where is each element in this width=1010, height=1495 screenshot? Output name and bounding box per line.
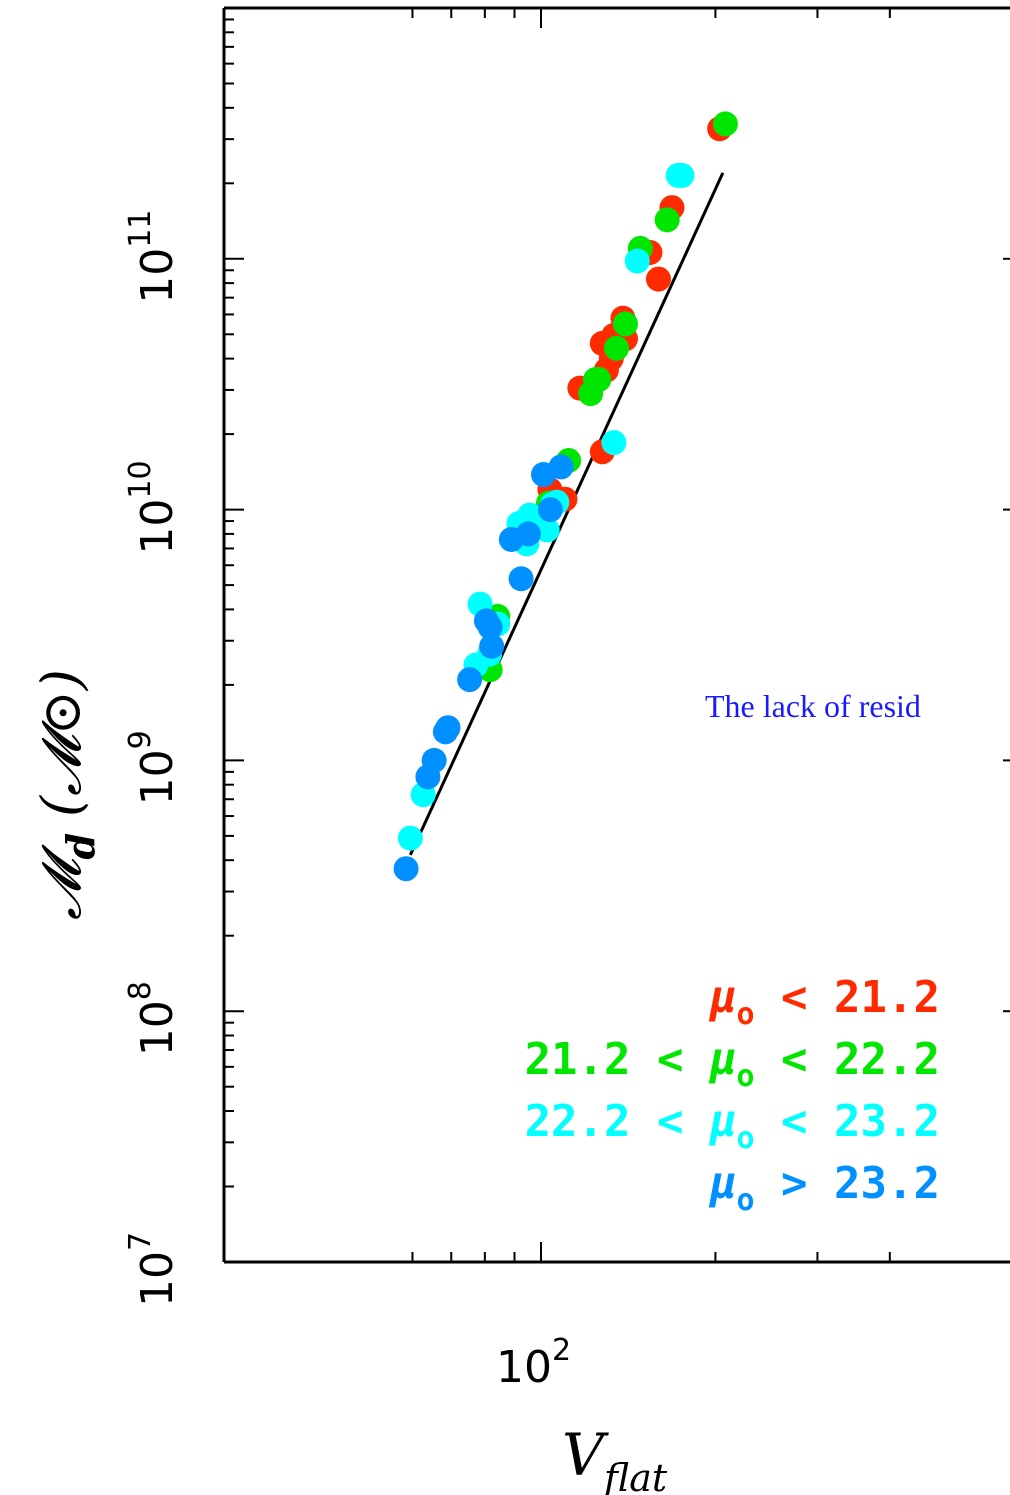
svg-text:𝓜d(𝓜⊙): 𝓜d(𝓜⊙) [30,669,103,920]
legend-mu-subscript: o [737,1121,755,1156]
x-axis-title-sub: flat [601,1456,668,1495]
data-points [393,111,738,882]
x-axis-title-main: V [562,1421,609,1489]
data-point-series-2 [612,311,638,337]
legend-range-text: 22.2 < [525,1096,710,1147]
legend-mu-symbol: μ [708,972,737,1023]
legend-mu-subscript: o [737,1059,755,1094]
y-tick-label-exp: 7 [123,1232,158,1251]
legend-entry-3: 22.2 < μo < 23.2 [525,1096,940,1156]
data-point-series-4 [531,462,557,488]
data-point-series-2 [654,207,680,233]
legend-range-text: 21.2 < [525,1034,710,1085]
y-tick-label: 109 [123,730,183,805]
y-tick-label-base: 10 [132,1000,183,1056]
x-axis-title: Vflat [562,1421,668,1495]
data-point-series-4 [415,764,441,790]
data-point-series-4 [432,719,458,745]
y-axis-title-sub: d [58,833,103,860]
y-tick-label-exp: 8 [123,981,158,1000]
data-point-series-2 [712,111,738,137]
legend-entry-1: μo < 21.2 [708,972,940,1032]
y-tick-label: 1010 [123,460,183,554]
data-point-series-4 [477,614,503,640]
legend-range-text: < 22.2 [755,1034,940,1085]
legend-range-text: < 23.2 [755,1096,940,1147]
fit-line-group [408,172,725,856]
x-tick-label-exp: 2 [552,1333,571,1368]
data-point-series-4 [393,856,419,882]
y-axis-title: 𝓜d(𝓜⊙) [30,669,103,920]
x-tick-labels: 102 [496,1333,571,1393]
legend-mu-subscript: o [737,1183,755,1218]
y-tick-label-exp: 11 [123,210,158,248]
legend-mu-subscript: o [737,997,755,1032]
legend-range-text: > 23.2 [755,1158,940,1209]
data-point-series-3 [665,162,691,188]
data-point-series-2 [604,335,630,361]
legend: μo < 21.221.2 < μo < 22.222.2 < μo < 23.… [525,972,940,1218]
x-tick-label: 102 [496,1333,571,1393]
x-tick-label-base: 10 [496,1342,552,1393]
data-point-series-4 [537,497,563,523]
data-point-series-1 [645,266,671,292]
legend-mu-symbol: μ [708,1158,737,1209]
axis-ticks [224,8,1010,1263]
data-point-series-2 [578,381,604,407]
plot-frame [222,6,1010,1264]
y-tick-label-base: 10 [132,1251,183,1307]
data-point-series-4 [479,633,505,659]
y-tick-label-exp: 10 [123,460,158,498]
fit-line [408,172,725,856]
legend-range-text: < 21.2 [755,972,940,1023]
y-tick-label: 108 [123,981,183,1056]
data-point-series-4 [508,566,534,592]
y-tick-label-exp: 9 [123,730,158,749]
y-axis-title-unit: (𝓜⊙) [30,669,93,817]
data-point-series-3 [397,825,423,851]
legend-mu-symbol: μ [708,1096,737,1147]
data-point-series-4 [498,526,524,552]
legend-mu-symbol: μ [708,1034,737,1085]
data-point-series-3 [601,430,627,456]
y-tick-label: 107 [123,1232,183,1307]
legend-entry-4: μo > 23.2 [708,1158,940,1218]
legend-entry-2: 21.2 < μo < 22.2 [525,1034,940,1094]
data-point-series-3 [624,248,650,274]
y-tick-label-base: 10 [132,499,183,555]
svg-text:Vflat: Vflat [562,1421,668,1495]
annotation-text: The lack of resid [705,688,921,724]
data-point-series-4 [457,667,483,693]
y-tick-label: 1011 [123,210,183,304]
y-tick-label-base: 10 [132,749,183,805]
data-point-series-3 [534,517,560,543]
y-tick-label-base: 10 [132,248,183,304]
